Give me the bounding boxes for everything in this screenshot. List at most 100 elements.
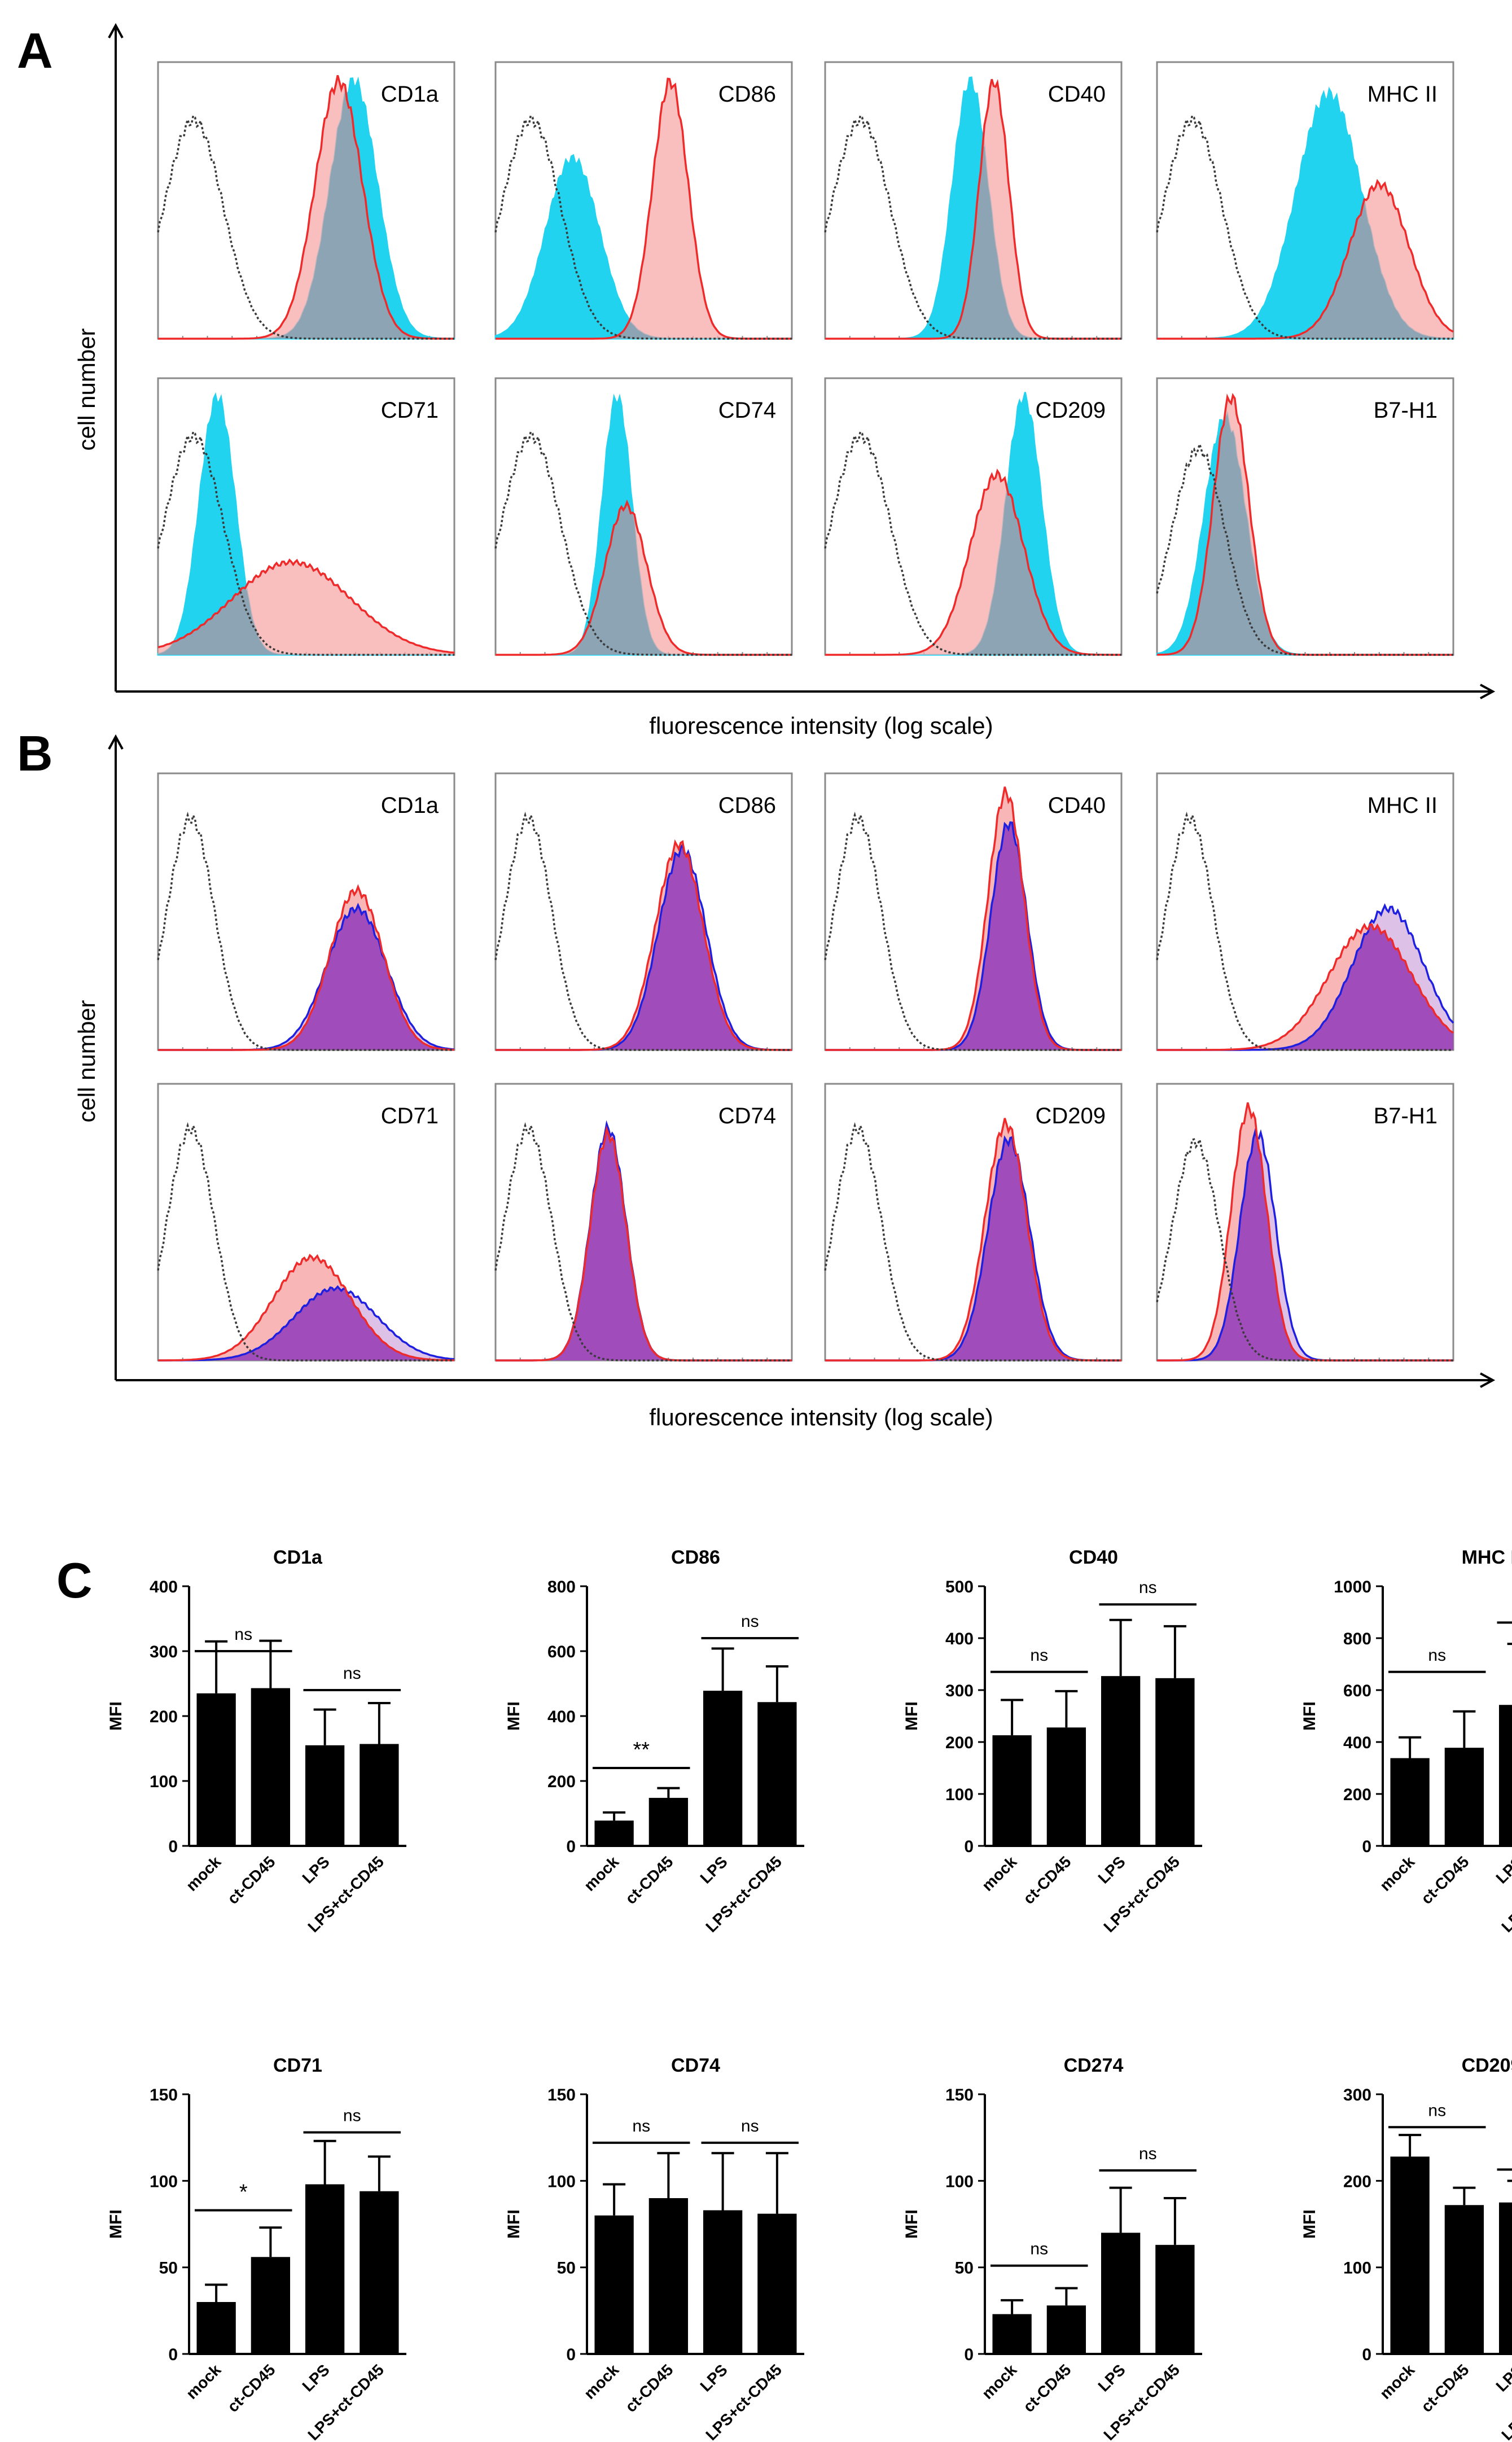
bar-category-label: mock bbox=[1377, 2361, 1418, 2402]
bar bbox=[1046, 1727, 1086, 1846]
histogram-isotype-line bbox=[824, 811, 1121, 1051]
bar-y-tick-label: 50 bbox=[557, 2259, 576, 2278]
histogram-marker-label: CD1a bbox=[381, 793, 439, 818]
histogram-marker-label: CD40 bbox=[1048, 793, 1106, 818]
bar bbox=[757, 2213, 797, 2354]
histogram-frame bbox=[157, 772, 455, 1051]
histogram-marker-label: B7-H1 bbox=[1374, 398, 1438, 423]
bar-y-axis-label: MFI bbox=[902, 2209, 921, 2239]
bar-category-label: ct-CD45 bbox=[1020, 2361, 1075, 2415]
histogram-marker-label: MHC II bbox=[1368, 793, 1438, 818]
bar bbox=[196, 2302, 236, 2354]
panel-a-axes bbox=[108, 23, 1496, 699]
panel-a: A cell number fluorescence intensity (lo… bbox=[17, 23, 1496, 739]
histogram-cd74: CD74 bbox=[494, 1083, 793, 1362]
bar-y-tick-label: 100 bbox=[150, 2172, 178, 2191]
panel-a-x-axis-label: fluorescence intensity (log scale) bbox=[649, 712, 993, 739]
histogram-marker-label: CD71 bbox=[381, 398, 439, 423]
bar bbox=[251, 1688, 291, 1846]
bar-y-axis-label: MFI bbox=[1300, 1701, 1319, 1731]
bar-y-tick-label: 0 bbox=[964, 1837, 974, 1856]
bar-chart-title: CD40 bbox=[1069, 1547, 1118, 1568]
histogram-isotype-line bbox=[157, 113, 454, 340]
bar bbox=[1155, 1678, 1195, 1846]
significance-label: ns bbox=[741, 1612, 759, 1631]
bar-y-tick-label: 200 bbox=[150, 1708, 178, 1726]
panel-x-arrow bbox=[1480, 1372, 1496, 1388]
histogram-overlap-fill bbox=[1157, 200, 1453, 339]
panel-b-y-axis-label: cell number bbox=[73, 1000, 100, 1122]
panel-b-axes bbox=[108, 734, 1496, 1388]
bar-y-tick-label: 100 bbox=[150, 1773, 178, 1791]
bar-y-tick-label: 800 bbox=[1343, 1630, 1371, 1648]
histogram-marker-label: CD86 bbox=[718, 793, 776, 818]
histogram-red-line bbox=[1157, 1102, 1453, 1362]
bar-y-tick-label: 1000 bbox=[1334, 1578, 1371, 1596]
histogram-marker-label: CD74 bbox=[718, 1104, 776, 1128]
histogram-blue-line bbox=[158, 1285, 455, 1362]
bar bbox=[648, 2198, 689, 2354]
histogram-cd71: CD71 bbox=[157, 1083, 455, 1362]
histogram-isotype-line bbox=[1156, 440, 1453, 656]
histogram-isotype-line bbox=[1156, 113, 1453, 340]
bar-category-label: LPS bbox=[1094, 1853, 1128, 1887]
histogram-red-line bbox=[825, 1118, 1121, 1362]
bar-y-tick-label: 0 bbox=[168, 2345, 178, 2364]
bar-chart-title: CD274 bbox=[1064, 2055, 1124, 2076]
histogram-overlap-fill bbox=[1157, 924, 1453, 1050]
bar-y-tick-label: 500 bbox=[945, 1578, 974, 1596]
bar-chart-cd209: CD2090100200300MFImockct-CD45LPSLPS+ct-C… bbox=[1300, 2055, 1512, 2442]
bar-chart-title: CD86 bbox=[671, 1547, 720, 1568]
significance-label: ns bbox=[343, 1664, 361, 1683]
bar-category-label: ct-CD45 bbox=[224, 1853, 279, 1907]
histogram-cd209: CD209 bbox=[824, 377, 1123, 656]
significance-label: * bbox=[239, 2180, 248, 2204]
histogram-b7-h1: B7-H1 bbox=[1156, 1083, 1454, 1362]
bar-y-axis-label: MFI bbox=[1300, 2209, 1319, 2239]
bar bbox=[992, 1735, 1032, 1846]
bar-y-tick-label: 150 bbox=[547, 2086, 576, 2104]
bar-y-tick-label: 600 bbox=[547, 1643, 576, 1661]
bar-y-axis-label: MFI bbox=[107, 2209, 125, 2239]
histogram-overlap-fill bbox=[496, 322, 792, 339]
significance-label: ns bbox=[632, 2117, 650, 2135]
bar-category-label: mock bbox=[581, 2361, 623, 2402]
bar-category-label: mock bbox=[581, 1853, 623, 1894]
histogram-isotype-line bbox=[157, 1122, 454, 1362]
bar-y-axis-label: MFI bbox=[505, 2209, 523, 2239]
bar bbox=[1155, 2244, 1195, 2354]
panel-x-arrow bbox=[1480, 684, 1496, 699]
histogram-marker-label: B7-H1 bbox=[1374, 1104, 1438, 1128]
panel-label-c: C bbox=[56, 1552, 93, 1608]
histogram-red-line bbox=[496, 839, 792, 1051]
histogram-red-line bbox=[158, 1253, 454, 1362]
histogram-marker-label: CD209 bbox=[1035, 398, 1106, 423]
bar-category-label: LPS bbox=[1094, 2361, 1128, 2395]
significance-label: ns bbox=[1139, 2145, 1157, 2163]
bar-y-tick-label: 100 bbox=[1343, 2259, 1371, 2278]
bar-category-label: LPS bbox=[1492, 1853, 1512, 1887]
histogram-isotype-line bbox=[824, 113, 1121, 340]
bar-y-tick-label: 400 bbox=[547, 1708, 576, 1726]
bar bbox=[1046, 2305, 1086, 2354]
bar bbox=[1390, 1758, 1430, 1846]
histogram-overlap-fill bbox=[158, 1286, 454, 1360]
significance-label: ns bbox=[343, 2106, 361, 2125]
bar-y-tick-label: 200 bbox=[547, 1773, 576, 1791]
histogram-cd86: CD86 bbox=[494, 772, 793, 1051]
bar-y-tick-label: 0 bbox=[1362, 2345, 1371, 2364]
bar-y-tick-label: 100 bbox=[945, 1785, 974, 1804]
bar bbox=[196, 1693, 236, 1846]
bar bbox=[305, 2184, 345, 2354]
bar-y-axis-label: MFI bbox=[505, 1701, 523, 1731]
histogram-cd1a: CD1a bbox=[157, 61, 455, 340]
histogram-isotype-line bbox=[494, 113, 792, 340]
histogram-isotype-line bbox=[1156, 1136, 1453, 1362]
bar-category-label: LPS bbox=[1492, 2361, 1512, 2395]
bar bbox=[757, 1702, 797, 1846]
bar-y-tick-label: 300 bbox=[1343, 2086, 1371, 2104]
